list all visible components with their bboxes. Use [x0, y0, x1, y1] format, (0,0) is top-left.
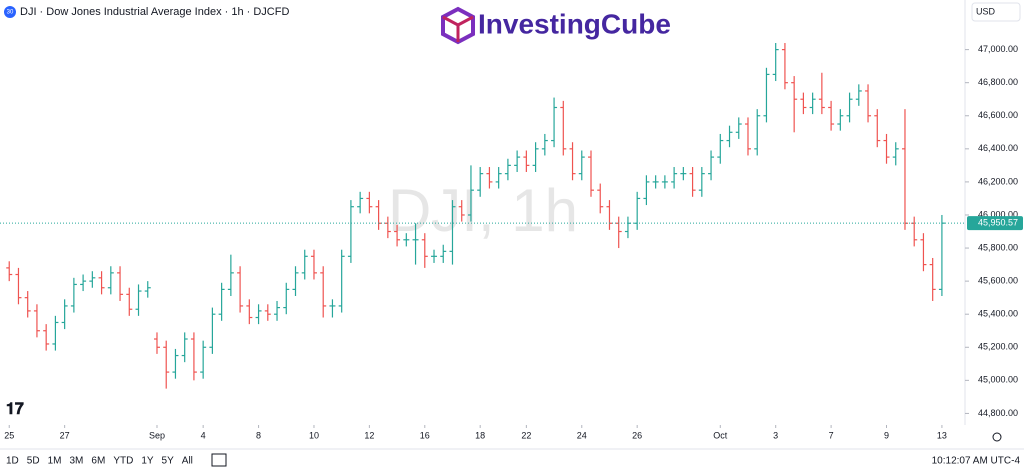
chart-title: DJI · Dow Jones Industrial Average Index… [20, 6, 289, 18]
x-tick-label: 12 [364, 430, 374, 440]
x-tick-label: 3 [773, 430, 778, 440]
calendar-icon[interactable] [211, 453, 227, 467]
x-tick-label: 27 [60, 430, 70, 440]
range-button[interactable]: 5Y [162, 456, 175, 467]
logo [441, 6, 475, 45]
settings-icon[interactable] [992, 432, 1002, 442]
x-tick-label: 4 [201, 430, 206, 440]
x-tick-label: 26 [632, 430, 642, 440]
y-tick-label: 47,000.00 [978, 44, 1018, 54]
watermark: DJI, 1h [388, 177, 578, 244]
y-tick-label: 46,400.00 [978, 143, 1018, 153]
x-tick-label: 25 [4, 430, 14, 440]
logo-cube-edge [442, 15, 474, 27]
y-tick-label: 45,400.00 [978, 309, 1018, 319]
y-tick-label: 45,200.00 [978, 342, 1018, 352]
brand: InvestingCube [478, 8, 671, 39]
x-tick-label: 7 [829, 430, 834, 440]
y-tick-label: 46,200.00 [978, 176, 1018, 186]
y-tick-label: 45,000.00 [978, 375, 1018, 385]
range-button[interactable]: All [182, 456, 193, 467]
tv-logo: 𝟏𝟕 [6, 401, 24, 418]
y-tick-label: 46,600.00 [978, 110, 1018, 120]
y-tick-label: 45,600.00 [978, 276, 1018, 286]
range-button[interactable]: YTD [113, 456, 133, 467]
range-button[interactable]: 6M [91, 456, 105, 467]
x-tick-label: 24 [577, 430, 587, 440]
x-tick-label: 13 [937, 430, 947, 440]
y-tick-label: 46,800.00 [978, 77, 1018, 87]
y-tick-label: 46,000.00 [978, 209, 1018, 219]
x-tick-label: 8 [256, 430, 261, 440]
x-tick-label: 10 [309, 430, 319, 440]
last-price-box [967, 216, 1023, 231]
range-button[interactable]: 5D [27, 456, 40, 467]
symbol-badge-bg [4, 6, 16, 18]
range-button[interactable]: 1M [48, 456, 62, 467]
range-button[interactable]: 3M [70, 456, 84, 467]
x-tick-label: Sep [149, 430, 165, 440]
x-tick-label: Oct [713, 430, 728, 440]
x-tick-label: 9 [884, 430, 889, 440]
currency-button[interactable] [971, 2, 1021, 22]
last-price-label: 45,950.57 [978, 218, 1018, 228]
clock: 10:12:07 AM UTC-4 [932, 456, 1021, 467]
y-tick-label: 44,800.00 [978, 408, 1018, 418]
x-tick-label: 16 [420, 430, 430, 440]
symbol-badge: 30 [7, 10, 14, 16]
range-button[interactable]: 1D [6, 456, 19, 467]
x-tick-label: 22 [521, 430, 531, 440]
currency[interactable]: USD [976, 6, 996, 16]
range-button[interactable]: 1Y [141, 456, 154, 467]
y-tick-label: 45,800.00 [978, 242, 1018, 252]
x-tick-label: 18 [475, 430, 485, 440]
